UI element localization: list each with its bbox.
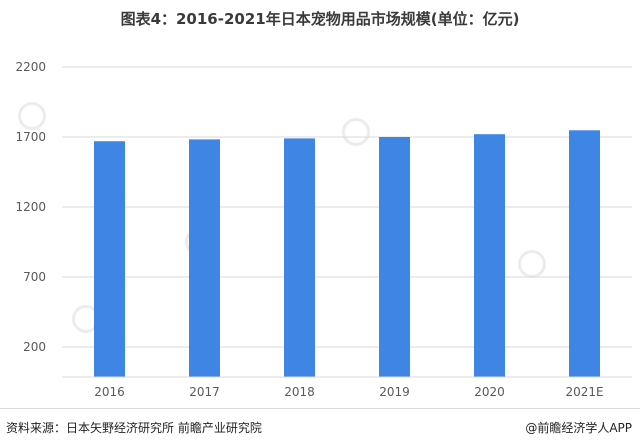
- bar-2020: [474, 134, 505, 377]
- y-tick-label: 700: [23, 270, 46, 284]
- x-tick-label: 2020: [474, 385, 505, 399]
- bar-2017: [189, 139, 220, 377]
- source-note: 资料来源：日本矢野经济研究所 前瞻产业研究院: [6, 421, 262, 435]
- credit-note: @前瞻经济学人APP: [525, 421, 632, 435]
- y-tick-label: 1700: [15, 130, 46, 144]
- x-tick-label: 2019: [379, 385, 410, 399]
- bar-2016: [94, 141, 125, 377]
- y-tick-label: 200: [23, 340, 46, 354]
- y-tick-label: 1200: [15, 200, 46, 214]
- x-tick-label: 2016: [94, 385, 125, 399]
- watermark-logo-icon: [18, 102, 46, 130]
- x-axis-ticks: 2016 2017 2018 2019 2020 2021E: [94, 385, 603, 399]
- grid-lines: [62, 66, 632, 348]
- bars: [94, 130, 600, 377]
- chart-title: 图表4：2016-2021年日本宠物用品市场规模(单位：亿元): [120, 10, 520, 28]
- bar-2019: [379, 137, 410, 377]
- x-tick-label: 2017: [189, 385, 220, 399]
- watermark-logo-icon: [342, 118, 370, 146]
- bar-2021E: [569, 130, 600, 377]
- y-axis-ticks: 200 700 1200 1700 2200: [15, 60, 46, 354]
- x-tick-label: 2021E: [565, 385, 603, 399]
- bar-2018: [284, 138, 315, 377]
- y-tick-label: 2200: [15, 60, 46, 74]
- x-tick-label: 2018: [284, 385, 315, 399]
- footer: 资料来源：日本矢野经济研究所 前瞻产业研究院 @前瞻经济学人APP: [0, 408, 640, 447]
